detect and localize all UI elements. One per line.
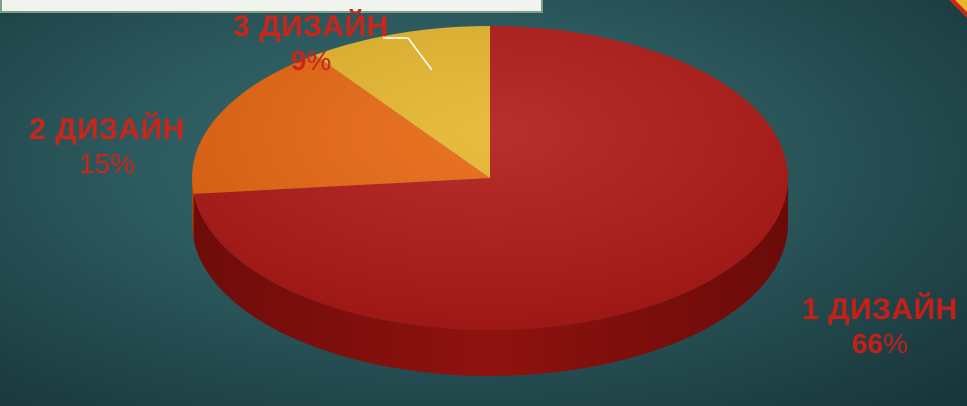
slice-label-pct-number: 66 (851, 328, 884, 359)
slice-label-1: 1 ДИЗАЙН 66% (790, 295, 967, 358)
header-banner (0, 0, 543, 13)
slice-label-pct-sign: % (306, 45, 332, 76)
corner-decoration (941, 0, 967, 26)
pie-top-shading (192, 26, 788, 330)
slice-label-name: 1 ДИЗАЙН (802, 293, 958, 326)
slice-label-pct-sign: % (883, 328, 909, 359)
slice-label-2: 2 ДИЗАЙН 15% (12, 115, 202, 178)
slice-label-name: 3 ДИЗАЙН (233, 10, 389, 43)
slice-label-3: 3 ДИЗАЙН 9% (216, 12, 406, 75)
pie-slice-side (193, 178, 789, 376)
slice-label-name: 2 ДИЗАЙН (29, 113, 185, 146)
slice-label-pct-number: 9 (290, 45, 307, 76)
pie-slice-side (192, 178, 194, 240)
slice-label-pct-number: 15 (78, 148, 111, 179)
slice-label-pct-sign: % (110, 148, 136, 179)
